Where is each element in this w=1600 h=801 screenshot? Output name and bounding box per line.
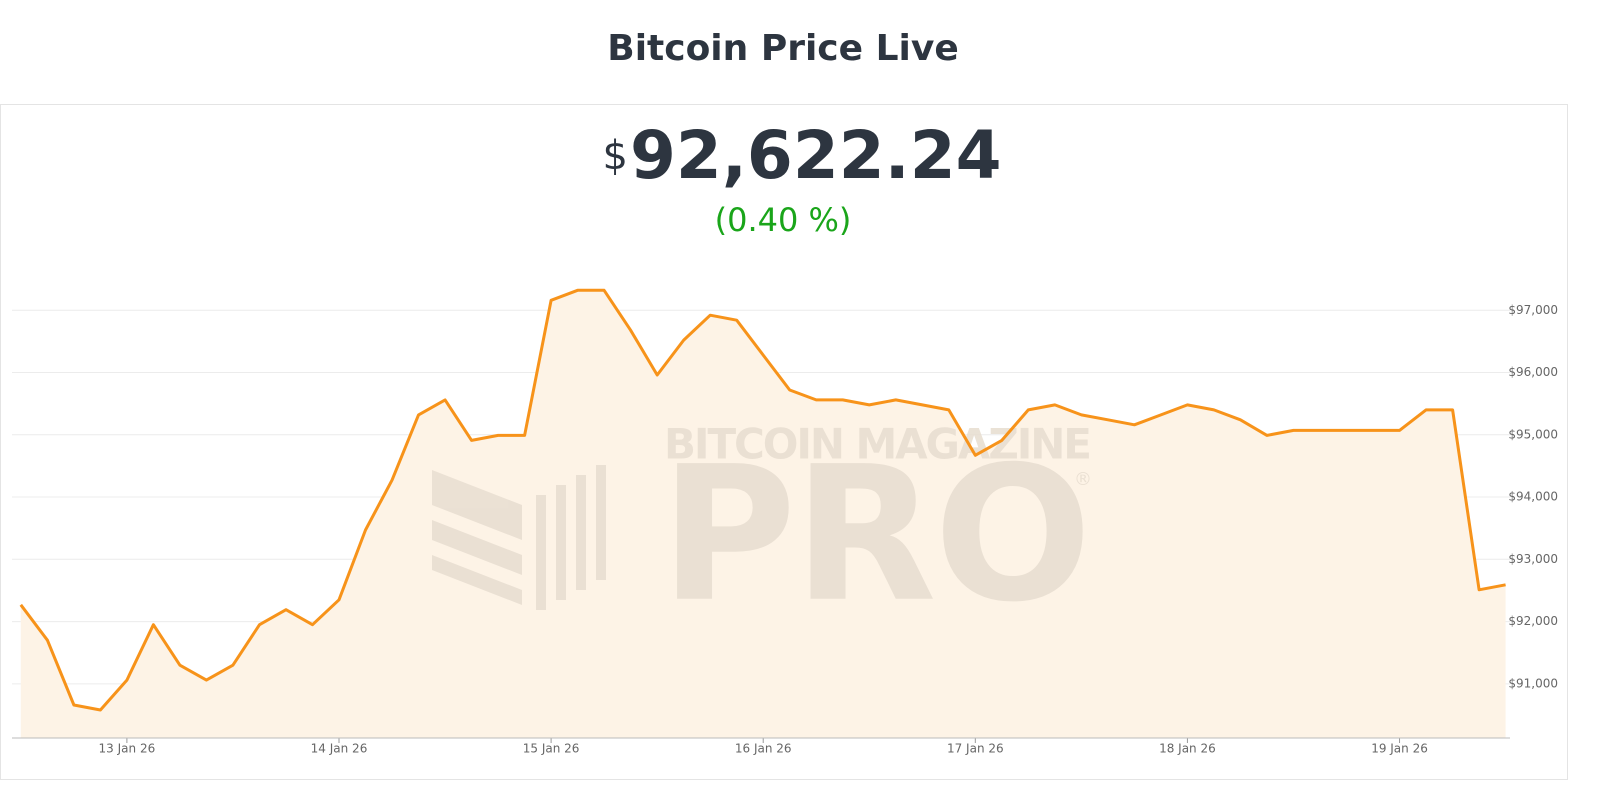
y-tick-label: $93,000 [1508,552,1558,566]
logo-shape [576,475,586,590]
logo-shape [556,485,566,600]
price-line [19,288,1506,712]
watermark-product: PRO [660,426,1092,643]
logo-shape [432,520,522,575]
x-tick-label: 18 Jan 26 [1159,742,1216,756]
x-tick-label: 17 Jan 26 [947,742,1004,756]
watermark-mark: ® [1074,469,1092,490]
watermark: BITCOIN MAGAZINE PRO ® [432,420,1092,643]
logo-shape [432,470,522,540]
price: 92,622.24 [630,117,1002,194]
x-tick-label: 13 Jan 26 [99,742,156,756]
logo-shape [596,465,606,580]
chart-title: Bitcoin Price Live [607,28,959,69]
price-symbol: $ [603,133,628,179]
area [20,290,1506,738]
price-change: (0.40 %) [715,201,852,239]
y-tick-label: $97,000 [1508,303,1558,317]
y-tick-label: $95,000 [1508,427,1558,441]
logo-shape [536,495,546,610]
x-tick-label: 15 Jan 26 [523,742,580,756]
y-tick-label: $92,000 [1508,614,1558,628]
x-tick-label: 19 Jan 26 [1371,742,1428,756]
y-tick-label: $94,000 [1508,490,1558,504]
logo-shape [432,555,522,605]
y-tick-label: $96,000 [1508,365,1558,379]
x-tick-label: 14 Jan 26 [311,742,368,756]
x-tick-label: 16 Jan 26 [735,742,792,756]
watermark-brand: BITCOIN MAGAZINE [664,420,1092,469]
y-tick-label: $91,000 [1508,676,1558,690]
